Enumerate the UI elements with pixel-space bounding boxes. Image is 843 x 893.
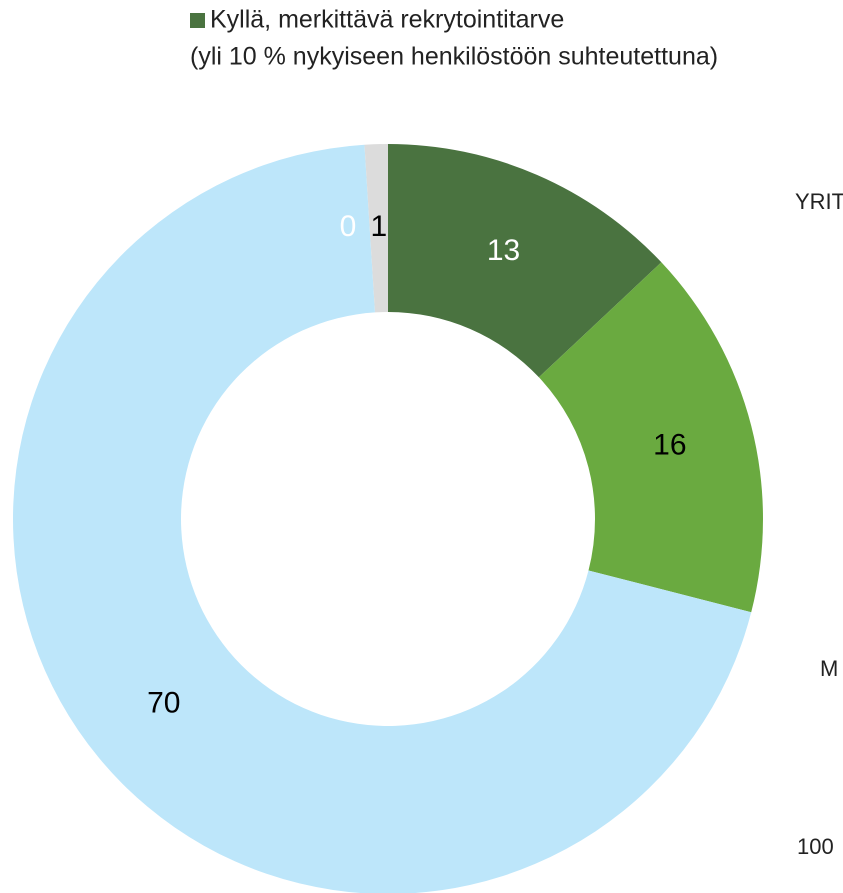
slice — [388, 144, 662, 378]
data-label: 1 — [371, 210, 388, 243]
slice — [538, 262, 763, 613]
annotation: 100 — [797, 834, 834, 859]
slice — [13, 144, 752, 893]
data-label: 70 — [147, 686, 180, 719]
annotation: YRIT — [795, 189, 843, 214]
annotation: M — [820, 656, 838, 681]
legend-swatch — [190, 13, 205, 28]
data-label: 13 — [487, 234, 520, 267]
data-label: 16 — [653, 429, 686, 462]
legend-label: (yli 10 % nykyiseen henkilöstöön suhteut… — [190, 43, 718, 71]
data-label: 0 — [340, 210, 357, 243]
legend-label: Kyllä, merkittävä rekrytointitarve — [210, 6, 564, 34]
slice — [364, 144, 388, 313]
